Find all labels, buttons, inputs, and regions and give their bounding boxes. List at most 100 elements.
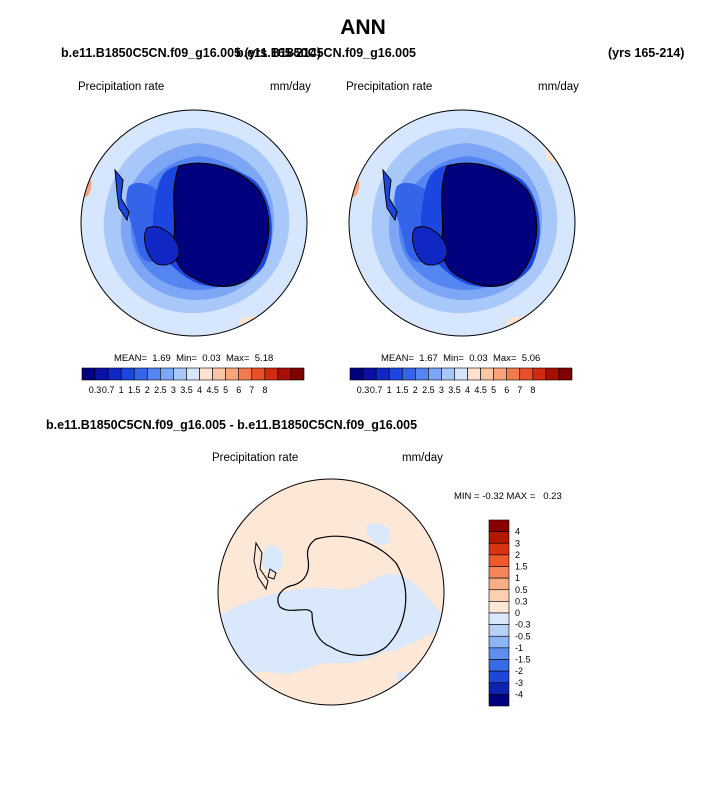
panel2-mean: 1.67 <box>419 353 438 364</box>
colorbar-2-swatch <box>428 367 442 381</box>
colorbar-diff-tick-label: 0.5 <box>515 585 528 595</box>
map-panel-diff <box>217 478 445 706</box>
colorbar-2-swatch <box>480 367 494 381</box>
panel1-units: mm/day <box>270 81 311 93</box>
colorbar-2-tick-label: 3.5 <box>448 385 461 395</box>
colorbar-1-tick-label: 0.7 <box>102 385 115 395</box>
colorbar-diff-swatch <box>488 694 510 707</box>
colorbar-1-tick-label: 2 <box>145 385 150 395</box>
colorbar-2-swatch <box>388 367 403 381</box>
colorbar-diff-swatch <box>488 554 510 567</box>
colorbar-1-tick-label: 7 <box>249 385 254 395</box>
colorbar-1-swatch <box>81 367 96 381</box>
panel1-max: 5.18 <box>254 353 274 364</box>
colorbar-1-swatch <box>290 367 305 381</box>
colorbar-2-tick-label: 3 <box>439 385 444 395</box>
case-label-right: b.e11.B1850C5CN.f09_g16.005 <box>236 46 416 60</box>
colorbar-1-swatch <box>160 367 174 381</box>
map-panel-2 <box>348 109 576 337</box>
colorbar-2-tick-label: 0.7 <box>370 385 383 395</box>
panel2-mean-label: MEAN= <box>381 353 414 364</box>
colorbar-2-tick-label: 5 <box>491 385 496 395</box>
diff-variable: Precipitation rate <box>212 452 299 464</box>
colorbar-diff-swatch <box>488 635 510 649</box>
panel2-max-label: Max= <box>492 353 517 364</box>
colorbar-diff-tick-label: -0.3 <box>515 620 531 630</box>
colorbar-diff: 43 2 1.51 0.50.3 0 -0.3-0.5 -1 -1.5-2 -3-4 <box>488 519 531 707</box>
colorbar-diff-swatch <box>488 647 510 660</box>
colorbar-diff-tick-label: -2 <box>515 666 523 676</box>
colorbar-diff-swatch <box>488 577 510 591</box>
colorbar-2-swatch <box>493 367 508 381</box>
years-right: (yrs 165-214) <box>608 46 685 60</box>
colorbar-diff-tick-label: 0 <box>515 608 520 618</box>
page-title: ANN <box>340 16 386 39</box>
colorbar-diff-tick-label: -1.5 <box>515 655 531 665</box>
colorbar-2-swatch <box>545 367 560 381</box>
colorbar-diff-swatch <box>488 566 510 579</box>
colorbar-diff-swatch <box>488 601 510 614</box>
colorbar-1-swatch <box>264 367 279 381</box>
case-label-left: b.e11.B1850C5CN.f09_g16.005 (yrs 165-214… <box>61 46 321 60</box>
colorbar-1-swatch <box>225 367 240 381</box>
colorbar-diff-swatch <box>488 531 510 544</box>
colorbar-2-swatch <box>349 367 364 381</box>
colorbar-2-swatch <box>441 367 455 381</box>
colorbar-1-swatch <box>146 367 161 381</box>
colorbar-2-swatch <box>519 367 534 381</box>
colorbar-diff-swatch <box>488 624 510 637</box>
map-panel-1 <box>80 109 308 337</box>
colorbar-diff-swatch <box>488 612 510 625</box>
colorbar-1-tick-label: 3.5 <box>180 385 193 395</box>
colorbar-2-tick-label: 2 <box>413 385 418 395</box>
colorbar-diff-tick-label: -3 <box>515 678 523 688</box>
diff-case-label: b.e11.B1850C5CN.f09_g16.005 - b.e11.B185… <box>46 418 418 432</box>
colorbar-2-tick-label: 0.3 <box>357 385 370 395</box>
colorbar-2-swatch <box>375 367 390 381</box>
colorbar-1-tick-label: 8 <box>262 385 267 395</box>
colorbar-diff-tick-label: 1.5 <box>515 562 528 572</box>
colorbar-diff-tick-label: 1 <box>515 573 520 583</box>
colorbar-2-tick-label: 8 <box>530 385 535 395</box>
panel1-min-label: Min= <box>176 353 197 364</box>
colorbar-1-swatch <box>199 367 213 381</box>
colorbar-2-tick-label: 2.5 <box>422 385 435 395</box>
colorbar-2-tick-label: 4 <box>465 385 470 395</box>
colorbar-1: 0.3 0.7 1 1.5 2 2.5 3 3.5 4 4.5 5 6 7 8 <box>81 367 305 395</box>
colorbar-1-tick-label: 4.5 <box>206 385 219 395</box>
colorbar-2-swatch <box>558 367 573 381</box>
colorbar-1-swatch <box>94 367 109 381</box>
colorbar-2-tick-label: 4.5 <box>474 385 487 395</box>
colorbar-2-swatch <box>362 367 377 381</box>
panel1-max-label: Max= <box>225 353 250 364</box>
colorbar-diff-tick-label: -4 <box>515 689 523 699</box>
diff-min-label: MIN = <box>454 491 480 502</box>
colorbar-1-tick-label: 0.3 <box>89 385 102 395</box>
panel2-units: mm/day <box>538 81 579 93</box>
colorbar-2-swatch <box>467 367 481 381</box>
colorbar-1-swatch <box>173 367 187 381</box>
colorbar-1-swatch <box>107 367 122 381</box>
colorbar-1-tick-label: 3 <box>171 385 176 395</box>
colorbar-1-swatch <box>186 367 200 381</box>
colorbar-1-swatch <box>133 367 148 381</box>
colorbar-diff-tick-label: 0.3 <box>515 596 528 606</box>
panel1-min: 0.03 <box>202 353 221 364</box>
colorbar-diff-swatch <box>488 670 510 684</box>
colorbar-2-swatch <box>506 367 521 381</box>
colorbar-diff-tick-label: 2 <box>515 550 520 560</box>
diff-units: mm/day <box>402 452 443 464</box>
panel2-min: 0.03 <box>469 353 488 364</box>
colorbar-2-tick-label: 1 <box>387 385 392 395</box>
colorbar-1-tick-label: 5 <box>223 385 228 395</box>
diff-stats: MIN = -0.32 MAX = 0.23 <box>454 491 562 502</box>
colorbar-1-swatch <box>212 367 226 381</box>
colorbar-2-tick-label: 7 <box>517 385 522 395</box>
colorbar-diff-tick-label: 3 <box>515 538 520 548</box>
diff-max-label: MAX = <box>506 491 536 502</box>
panel1-mean: 1.69 <box>152 353 171 364</box>
panel2-variable: Precipitation rate <box>346 81 433 93</box>
colorbar-2-tick-label: 6 <box>504 385 509 395</box>
colorbar-1-swatch <box>120 367 135 381</box>
colorbar-1-tick-label: 2.5 <box>154 385 167 395</box>
